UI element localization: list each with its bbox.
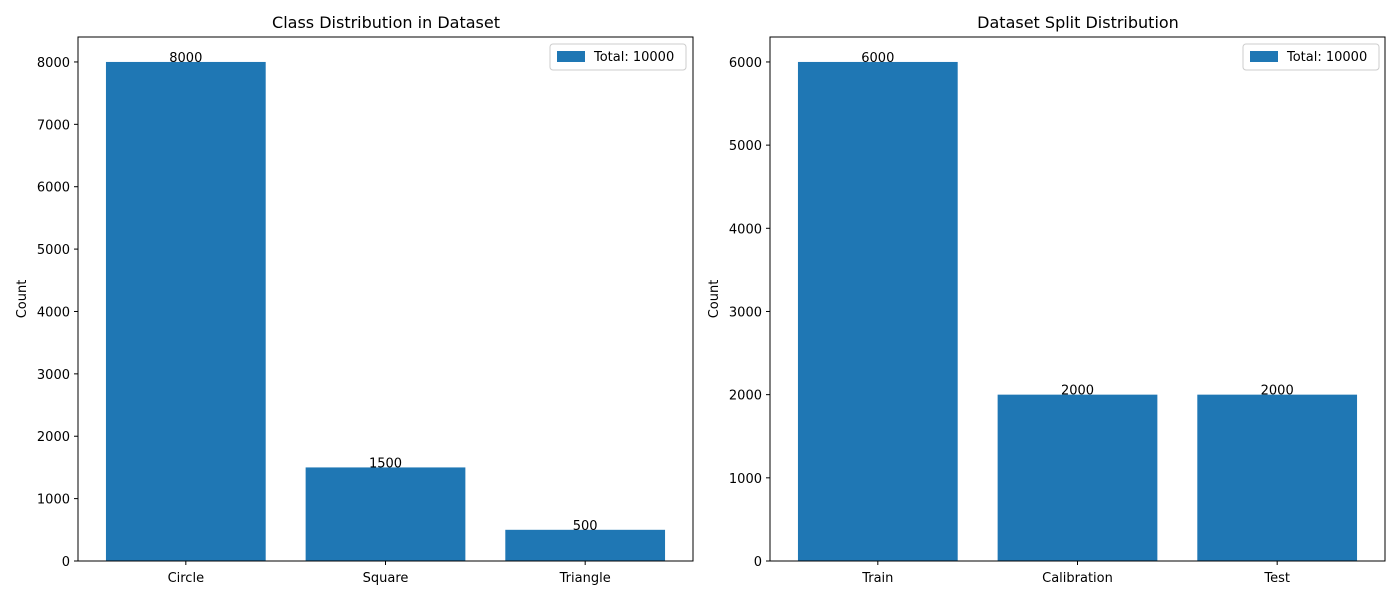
- data-label-test: 2000: [1261, 384, 1294, 399]
- y-tick-label: 0: [62, 555, 70, 570]
- y-tick-label: 1000: [729, 472, 762, 487]
- y-tick-label: 2000: [729, 389, 762, 404]
- y-tick-label: 5000: [37, 243, 70, 258]
- bar-square: [306, 467, 466, 561]
- bar-test: [1197, 395, 1357, 561]
- y-tick-label: 7000: [37, 118, 70, 133]
- y-tick-label: 6000: [729, 56, 762, 71]
- y-tick-label: 4000: [729, 222, 762, 237]
- y-tick-label: 2000: [37, 430, 70, 445]
- x-tick-label: Square: [363, 571, 409, 586]
- y-tick-label: 6000: [37, 181, 70, 196]
- data-label-square: 1500: [369, 456, 402, 471]
- legend-label: Total: 10000: [1286, 50, 1367, 65]
- chart-title: Dataset Split Distribution: [977, 13, 1179, 32]
- legend-swatch: [1250, 51, 1278, 62]
- data-label-train: 6000: [861, 51, 894, 66]
- data-label-calibration: 2000: [1061, 384, 1094, 399]
- data-label-triangle: 500: [573, 519, 598, 534]
- chart-title: Class Distribution in Dataset: [272, 13, 500, 32]
- bar-calibration: [998, 395, 1158, 561]
- y-tick-label: 0: [754, 555, 762, 570]
- y-tick-label: 3000: [729, 305, 762, 320]
- legend-swatch: [557, 51, 585, 62]
- y-tick-label: 8000: [37, 56, 70, 71]
- data-label-circle: 8000: [169, 51, 202, 66]
- bar-train: [798, 62, 958, 561]
- y-tick-label: 4000: [37, 305, 70, 320]
- y-axis-label: Count: [15, 280, 30, 319]
- bar-triangle: [505, 530, 665, 561]
- legend-label: Total: 10000: [593, 50, 674, 65]
- legend: Total: 10000: [1243, 44, 1379, 70]
- legend: Total: 10000: [550, 44, 686, 70]
- y-tick-label: 1000: [37, 493, 70, 508]
- bar-circle: [106, 62, 266, 561]
- x-tick-label: Triangle: [559, 571, 611, 586]
- x-tick-label: Test: [1263, 571, 1290, 586]
- x-tick-label: Train: [861, 571, 893, 586]
- y-axis-label: Count: [707, 280, 722, 319]
- y-tick-label: 5000: [729, 139, 762, 154]
- x-tick-label: Calibration: [1042, 571, 1113, 586]
- x-tick-label: Circle: [168, 571, 205, 586]
- y-tick-label: 3000: [37, 368, 70, 383]
